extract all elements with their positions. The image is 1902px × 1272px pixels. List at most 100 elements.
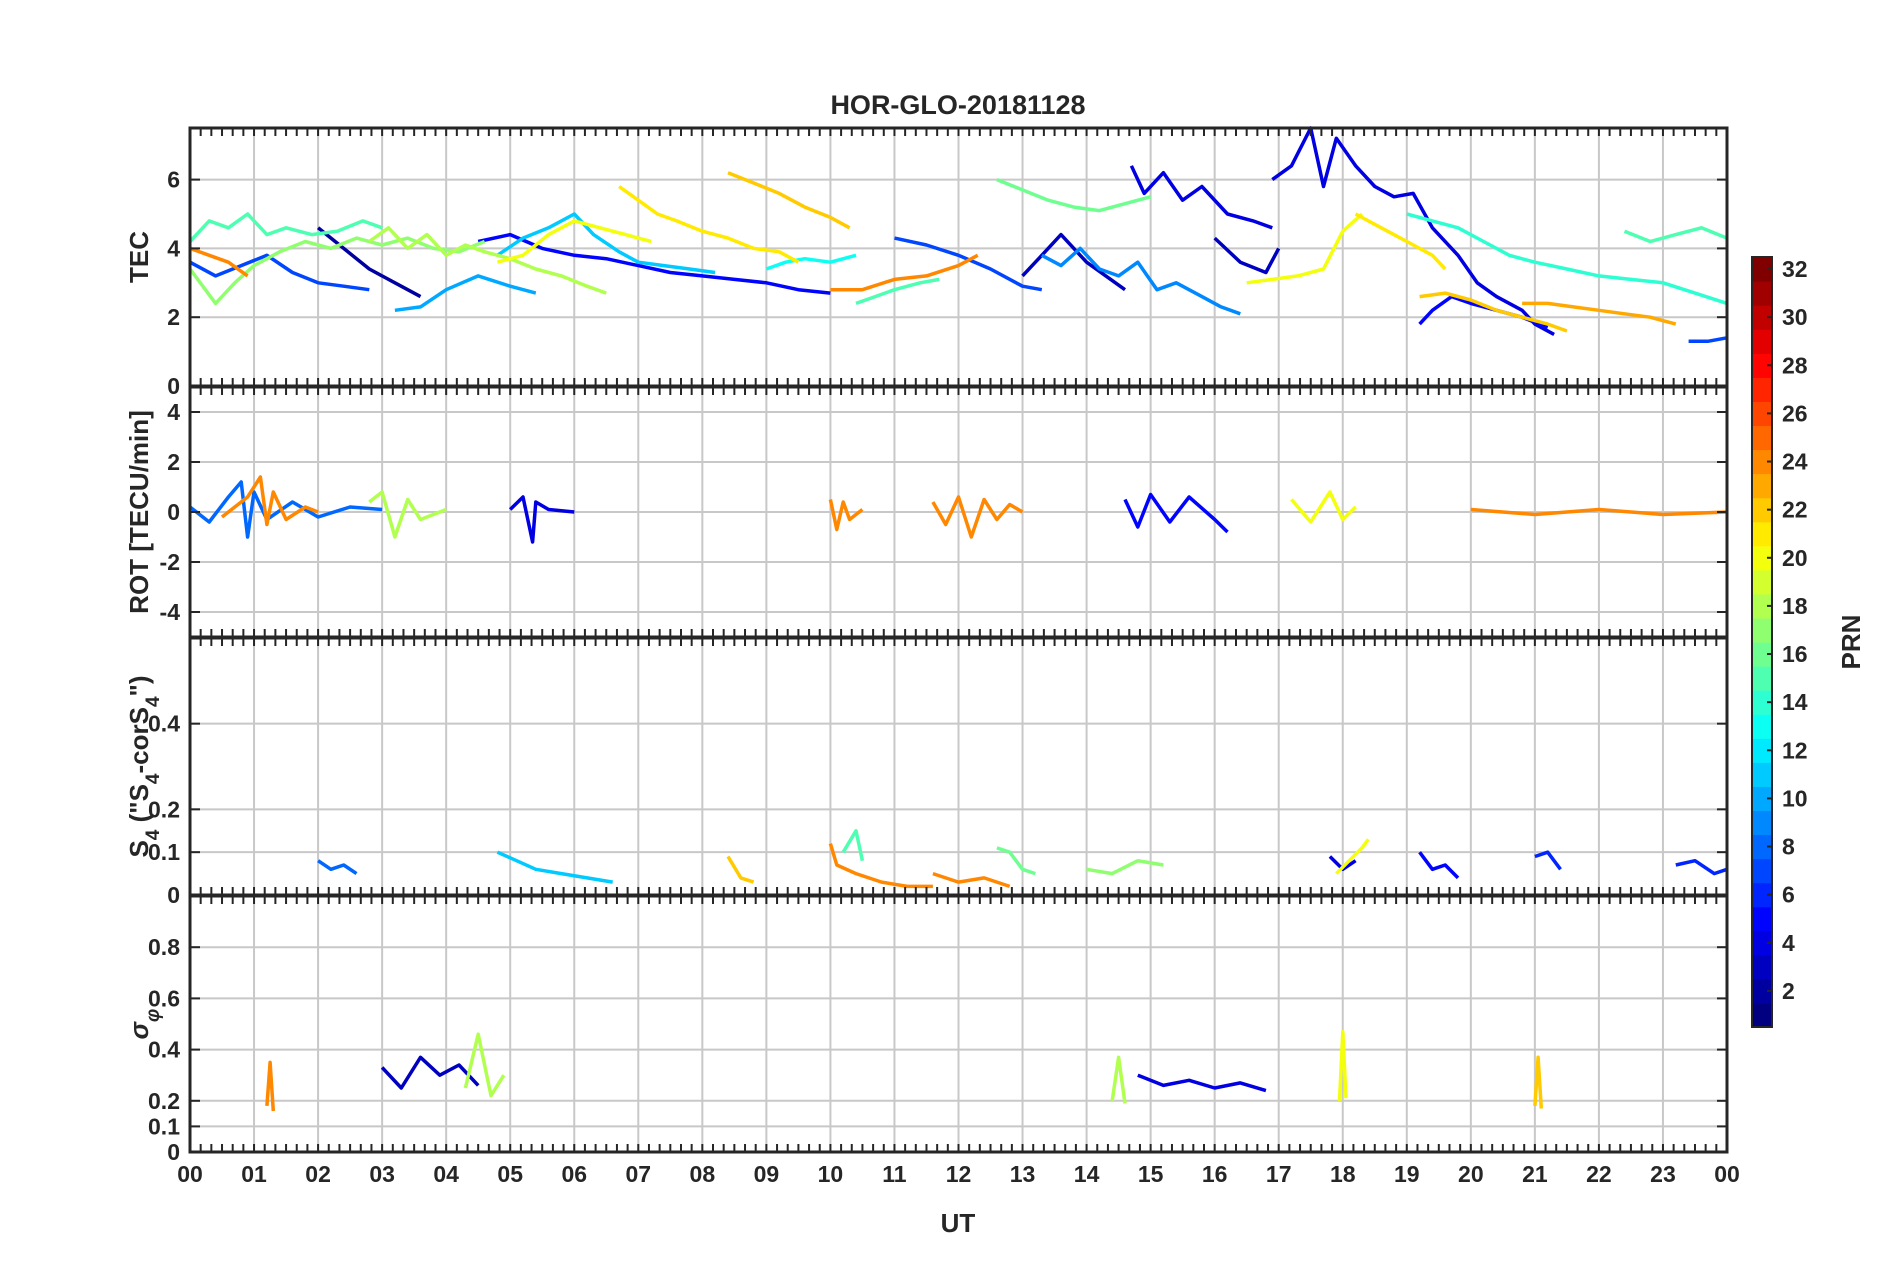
y-tick-label: 0.8 — [148, 934, 180, 960]
colorbar-tick-label: 16 — [1782, 641, 1808, 667]
series-line-prn-15 — [855, 277, 940, 306]
series-line-prn-24 — [830, 253, 979, 292]
series-line-prn-18 — [1110, 1055, 1127, 1104]
y-tick-label: 0.2 — [148, 796, 180, 822]
colorbar-tick-label: 6 — [1782, 882, 1795, 908]
colorbar-tick-label: 18 — [1782, 593, 1808, 619]
colorbar-swatch — [1752, 497, 1772, 523]
colorbar-swatch — [1752, 738, 1772, 763]
series-line-prn-23 — [1522, 301, 1677, 326]
series-line-prn-4 — [1129, 165, 1273, 230]
series-line-prn-22 — [1533, 1055, 1544, 1109]
colorbar-tick-label: 26 — [1782, 400, 1808, 426]
y-tick-label: 0.4 — [148, 1037, 180, 1063]
x-tick-label: 06 — [561, 1161, 587, 1187]
series-line-prn-7 — [1688, 336, 1728, 344]
y-tick-label: 0.2 — [148, 1088, 180, 1114]
colorbar-tick-label: 8 — [1782, 834, 1795, 860]
ylabel-part: -corS — [124, 707, 154, 773]
series-line-prn-9 — [1040, 246, 1241, 316]
x-tick-label: 03 — [369, 1161, 395, 1187]
series-line-prn-11 — [496, 212, 716, 275]
y-tick-label: 0.4 — [148, 711, 180, 737]
series-line-prn-24 — [189, 246, 249, 278]
series-line-prn-8 — [317, 859, 358, 876]
x-tick-label: 19 — [1394, 1161, 1420, 1187]
colorbar-swatch — [1752, 666, 1772, 691]
series-line-prn-24 — [220, 475, 319, 527]
x-tick-label: 08 — [690, 1161, 716, 1187]
series-line-prn-22 — [1419, 291, 1568, 333]
ylabel-part: S — [124, 840, 154, 857]
colorbar-swatch — [1752, 714, 1772, 739]
x-tick-label: 02 — [305, 1161, 331, 1187]
series-line-prn-4 — [508, 495, 575, 544]
colorbar-swatch — [1752, 593, 1772, 619]
series-line-prn-3 — [380, 1055, 480, 1090]
series-line-prn-6 — [1534, 850, 1562, 871]
series-line-prn-18 — [368, 226, 607, 295]
ylabel-part: ("S — [124, 784, 154, 830]
colorbar-swatch — [1752, 810, 1772, 836]
series-line-prn-7 — [189, 253, 370, 292]
y-tick-label: 2 — [167, 449, 180, 475]
colorbar-tick-label: 22 — [1782, 497, 1808, 523]
colorbar-swatch — [1752, 281, 1772, 306]
colorbar-swatch — [1752, 978, 1772, 1004]
figure-title: HOR-GLO-20181128 — [830, 90, 1085, 120]
ylabel-part: ") — [124, 675, 154, 696]
ylabel-sub: 4 — [143, 696, 164, 707]
y-tick-label: 0.1 — [148, 1113, 180, 1139]
colorbar-swatch — [1752, 545, 1772, 571]
colorbar-tick-label: 30 — [1782, 304, 1808, 330]
colorbar-swatch — [1752, 906, 1772, 932]
x-tick-label: 20 — [1458, 1161, 1484, 1187]
colorbar-swatch — [1752, 521, 1772, 547]
x-tick-label: 16 — [1202, 1161, 1228, 1187]
colorbar-swatch — [1752, 930, 1772, 956]
series-line-prn-3 — [1213, 236, 1281, 275]
series-line-prn-18 — [463, 1032, 506, 1098]
y-tick-label: -4 — [160, 599, 181, 625]
x-tick-label: 00 — [1714, 1161, 1740, 1187]
panel-sigma: 00.10.2 0.4 0.6 0.8 σφ 00 01 02 03 04 05 06 07 08 09 10… — [124, 894, 1740, 1187]
x-tick-label: 05 — [497, 1161, 523, 1187]
y-tick-label: -2 — [160, 549, 180, 575]
colorbar-swatch — [1752, 690, 1772, 715]
series-line-prn-24 — [1470, 507, 1728, 517]
series-line-prn-16 — [996, 846, 1036, 876]
colorbar-tick-label: 12 — [1782, 737, 1808, 763]
x-tick-label: 13 — [1010, 1161, 1036, 1187]
series-line-prn-16 — [996, 177, 1152, 213]
colorbar-swatch — [1752, 786, 1772, 812]
x-tick-label: 22 — [1586, 1161, 1612, 1187]
series-line-prn-21 — [1354, 212, 1447, 271]
colorbar-tick-label: 20 — [1782, 545, 1808, 571]
series-line-prn-21 — [618, 185, 800, 264]
series-line-prn-4 — [1137, 1073, 1267, 1093]
series-line-prn-8 — [188, 480, 383, 539]
y-axis-label: S4 ("S4-corS4") — [124, 675, 164, 857]
colorbar-swatch — [1752, 954, 1772, 980]
series-line-prn-18 — [368, 490, 447, 539]
colorbar-swatch — [1752, 257, 1772, 282]
colorbar-swatch — [1752, 1002, 1772, 1028]
x-tick-label: 18 — [1330, 1161, 1356, 1187]
series-line-prn-20 — [1246, 212, 1364, 285]
ylabel-sub: 4 — [143, 829, 164, 840]
y-tick-label: 0 — [167, 1139, 180, 1165]
x-tick-label: 04 — [433, 1161, 459, 1187]
colorbar-swatch — [1752, 401, 1772, 427]
series-line-prn-5 — [1418, 851, 1460, 880]
series-line-prn-20 — [1335, 838, 1370, 875]
series-line-prn-7 — [894, 236, 1043, 292]
colorbar-swatch — [1752, 329, 1772, 354]
y-tick-label: 0.1 — [148, 839, 180, 865]
ylabel-part: σ — [124, 1020, 154, 1039]
colorbar-tick-label: 10 — [1782, 785, 1808, 811]
y-tick-label: 0 — [167, 373, 180, 399]
x-tick-label: 23 — [1650, 1161, 1676, 1187]
x-tick-label: 14 — [1074, 1161, 1100, 1187]
